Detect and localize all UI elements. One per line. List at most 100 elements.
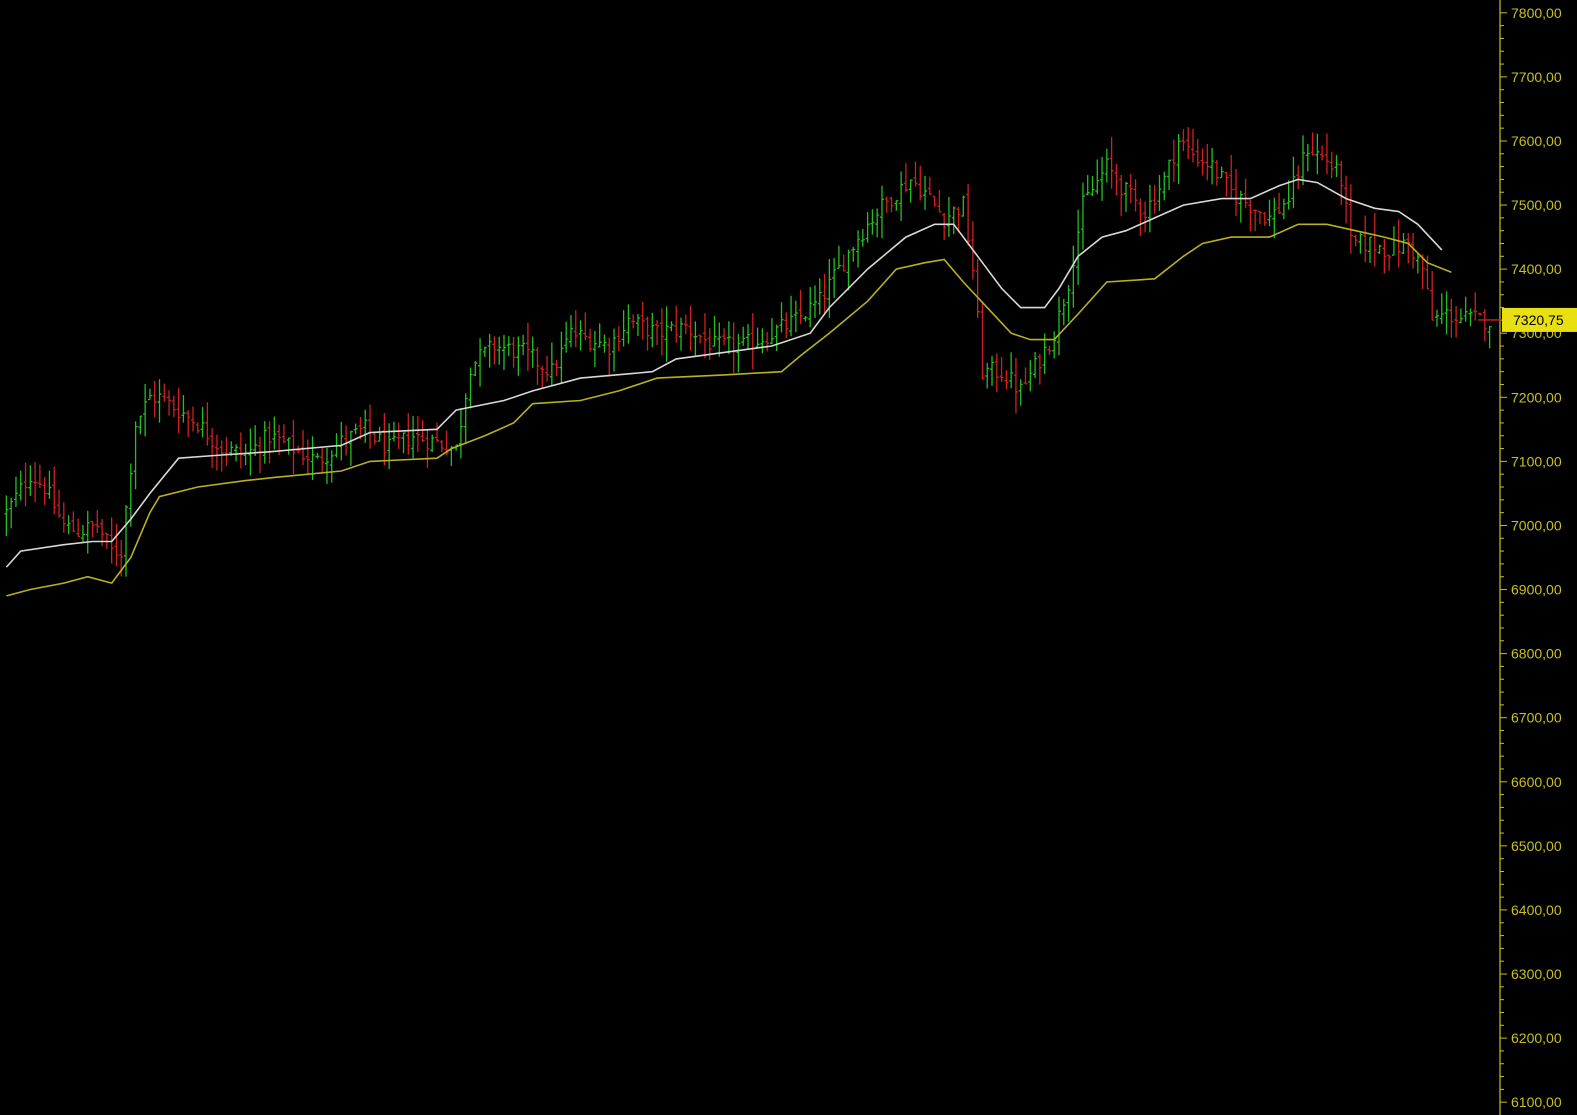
ohlc-bar — [305, 439, 310, 476]
ohlc-bar — [138, 415, 143, 435]
ohlc-bar — [1444, 291, 1449, 335]
ohlc-bar — [913, 161, 918, 187]
ohlc-bar — [1301, 135, 1306, 186]
ohlc-bar — [784, 312, 789, 339]
ohlc-bar — [846, 249, 851, 291]
ohlc-bar — [1329, 151, 1334, 179]
ohlc-bar — [812, 285, 817, 319]
ohlc-bar — [1037, 354, 1042, 385]
y-tick-label: 6800,00 — [1511, 646, 1562, 662]
ohlc-bar — [817, 278, 822, 315]
ohlc-bar — [650, 312, 655, 348]
ohlc-bar — [559, 331, 564, 383]
ohlc-bar — [655, 319, 660, 346]
ohlc-bar — [277, 424, 282, 456]
ohlc-bar — [33, 461, 38, 503]
ohlc-bar — [90, 520, 95, 538]
ohlc-bar — [1214, 159, 1219, 186]
ohlc-bar — [1238, 190, 1243, 223]
ohlc-bar — [865, 212, 870, 243]
ohlc-bar — [1253, 209, 1258, 232]
ohlc-bar — [1415, 253, 1420, 274]
ohlc-bar — [851, 246, 856, 262]
ohlc-bar — [903, 163, 908, 193]
ohlc-bar — [1382, 238, 1387, 274]
ohlc-bar — [789, 295, 794, 337]
ohlc-bar — [588, 328, 593, 352]
ohlc-bar — [769, 318, 774, 345]
ohlc-bar — [946, 196, 951, 237]
ohlc-bar — [841, 254, 846, 272]
ohlc-bar — [114, 524, 119, 567]
ohlc-bar — [659, 308, 664, 356]
ohlc-bar — [248, 428, 253, 476]
ohlc-bar — [382, 412, 387, 466]
ohlc-bar — [1176, 134, 1181, 185]
ohlc-bar — [301, 430, 306, 466]
ohlc-bar — [918, 165, 923, 201]
ohlc-bar — [1229, 154, 1234, 200]
ohlc-bar — [1033, 351, 1038, 379]
ohlc-bar — [1234, 169, 1239, 217]
ohlc-bar — [1143, 201, 1148, 233]
ohlc-bar — [683, 314, 688, 335]
ohlc-bar — [1090, 175, 1095, 196]
ohlc-bar — [774, 324, 779, 351]
ohlc-bar — [439, 439, 444, 453]
ohlc-bar — [147, 388, 152, 401]
ohlc-bar — [1339, 160, 1344, 206]
ohlc-bar — [1473, 292, 1478, 321]
ohlc-bar — [1296, 165, 1301, 190]
ohlc-bar — [1071, 245, 1076, 308]
ohlc-bar — [348, 430, 353, 466]
ohlc-bar — [597, 323, 602, 348]
ohlc-bar — [181, 395, 186, 423]
ohlc-bar — [171, 395, 176, 418]
ohlc-bar — [315, 452, 320, 459]
ohlc-bar — [798, 290, 803, 325]
ohlc-bar — [435, 422, 440, 443]
ohlc-bar — [923, 175, 928, 210]
ohlc-bar — [1181, 129, 1186, 152]
ohlc-bar — [363, 409, 368, 443]
ohlc-bar — [1291, 156, 1296, 209]
ohlc-bar — [1009, 352, 1014, 389]
ohlc-bar — [1147, 184, 1152, 233]
ohlc-bar — [1434, 309, 1439, 327]
ohlc-bar — [521, 334, 526, 356]
ohlc-bar — [1430, 270, 1435, 321]
ohlc-bar — [545, 355, 550, 382]
ohlc-bar — [167, 390, 172, 416]
ohlc-bar — [501, 334, 506, 371]
ohlc-bar — [530, 336, 535, 368]
ohlc-bar — [286, 437, 291, 455]
ohlc-bar — [1487, 325, 1492, 349]
y-tick-label: 6600,00 — [1511, 774, 1562, 790]
ohlc-bar — [1119, 174, 1124, 217]
ohlc-bar — [540, 365, 545, 389]
ohlc-bar — [1085, 175, 1090, 196]
ohlc-bar — [956, 206, 961, 233]
y-tick-label: 7200,00 — [1511, 389, 1562, 405]
ohlc-bar — [128, 463, 133, 527]
ohlc-bar — [377, 426, 382, 442]
y-tick-label: 7100,00 — [1511, 453, 1562, 469]
ohlc-bar — [267, 421, 272, 464]
ohlc-bar — [516, 336, 521, 376]
ohlc-bar — [1454, 305, 1459, 338]
ohlc-bar — [52, 466, 57, 515]
ohlc-bar — [320, 446, 325, 474]
ohlc-bar — [549, 342, 554, 386]
ohlc-bar — [875, 208, 880, 238]
ohlc-bar — [1128, 173, 1133, 204]
ohlc-bar — [870, 209, 875, 235]
ohlc-bar — [808, 287, 813, 328]
ohlc-bar — [535, 347, 540, 385]
ohlc-bar — [1286, 180, 1291, 210]
ohlc-bar — [195, 422, 200, 434]
ohlc-bar — [1310, 132, 1315, 156]
last-price-badge — [1502, 307, 1577, 332]
ohlc-bar — [415, 416, 420, 452]
ohlc-bar — [937, 189, 942, 213]
